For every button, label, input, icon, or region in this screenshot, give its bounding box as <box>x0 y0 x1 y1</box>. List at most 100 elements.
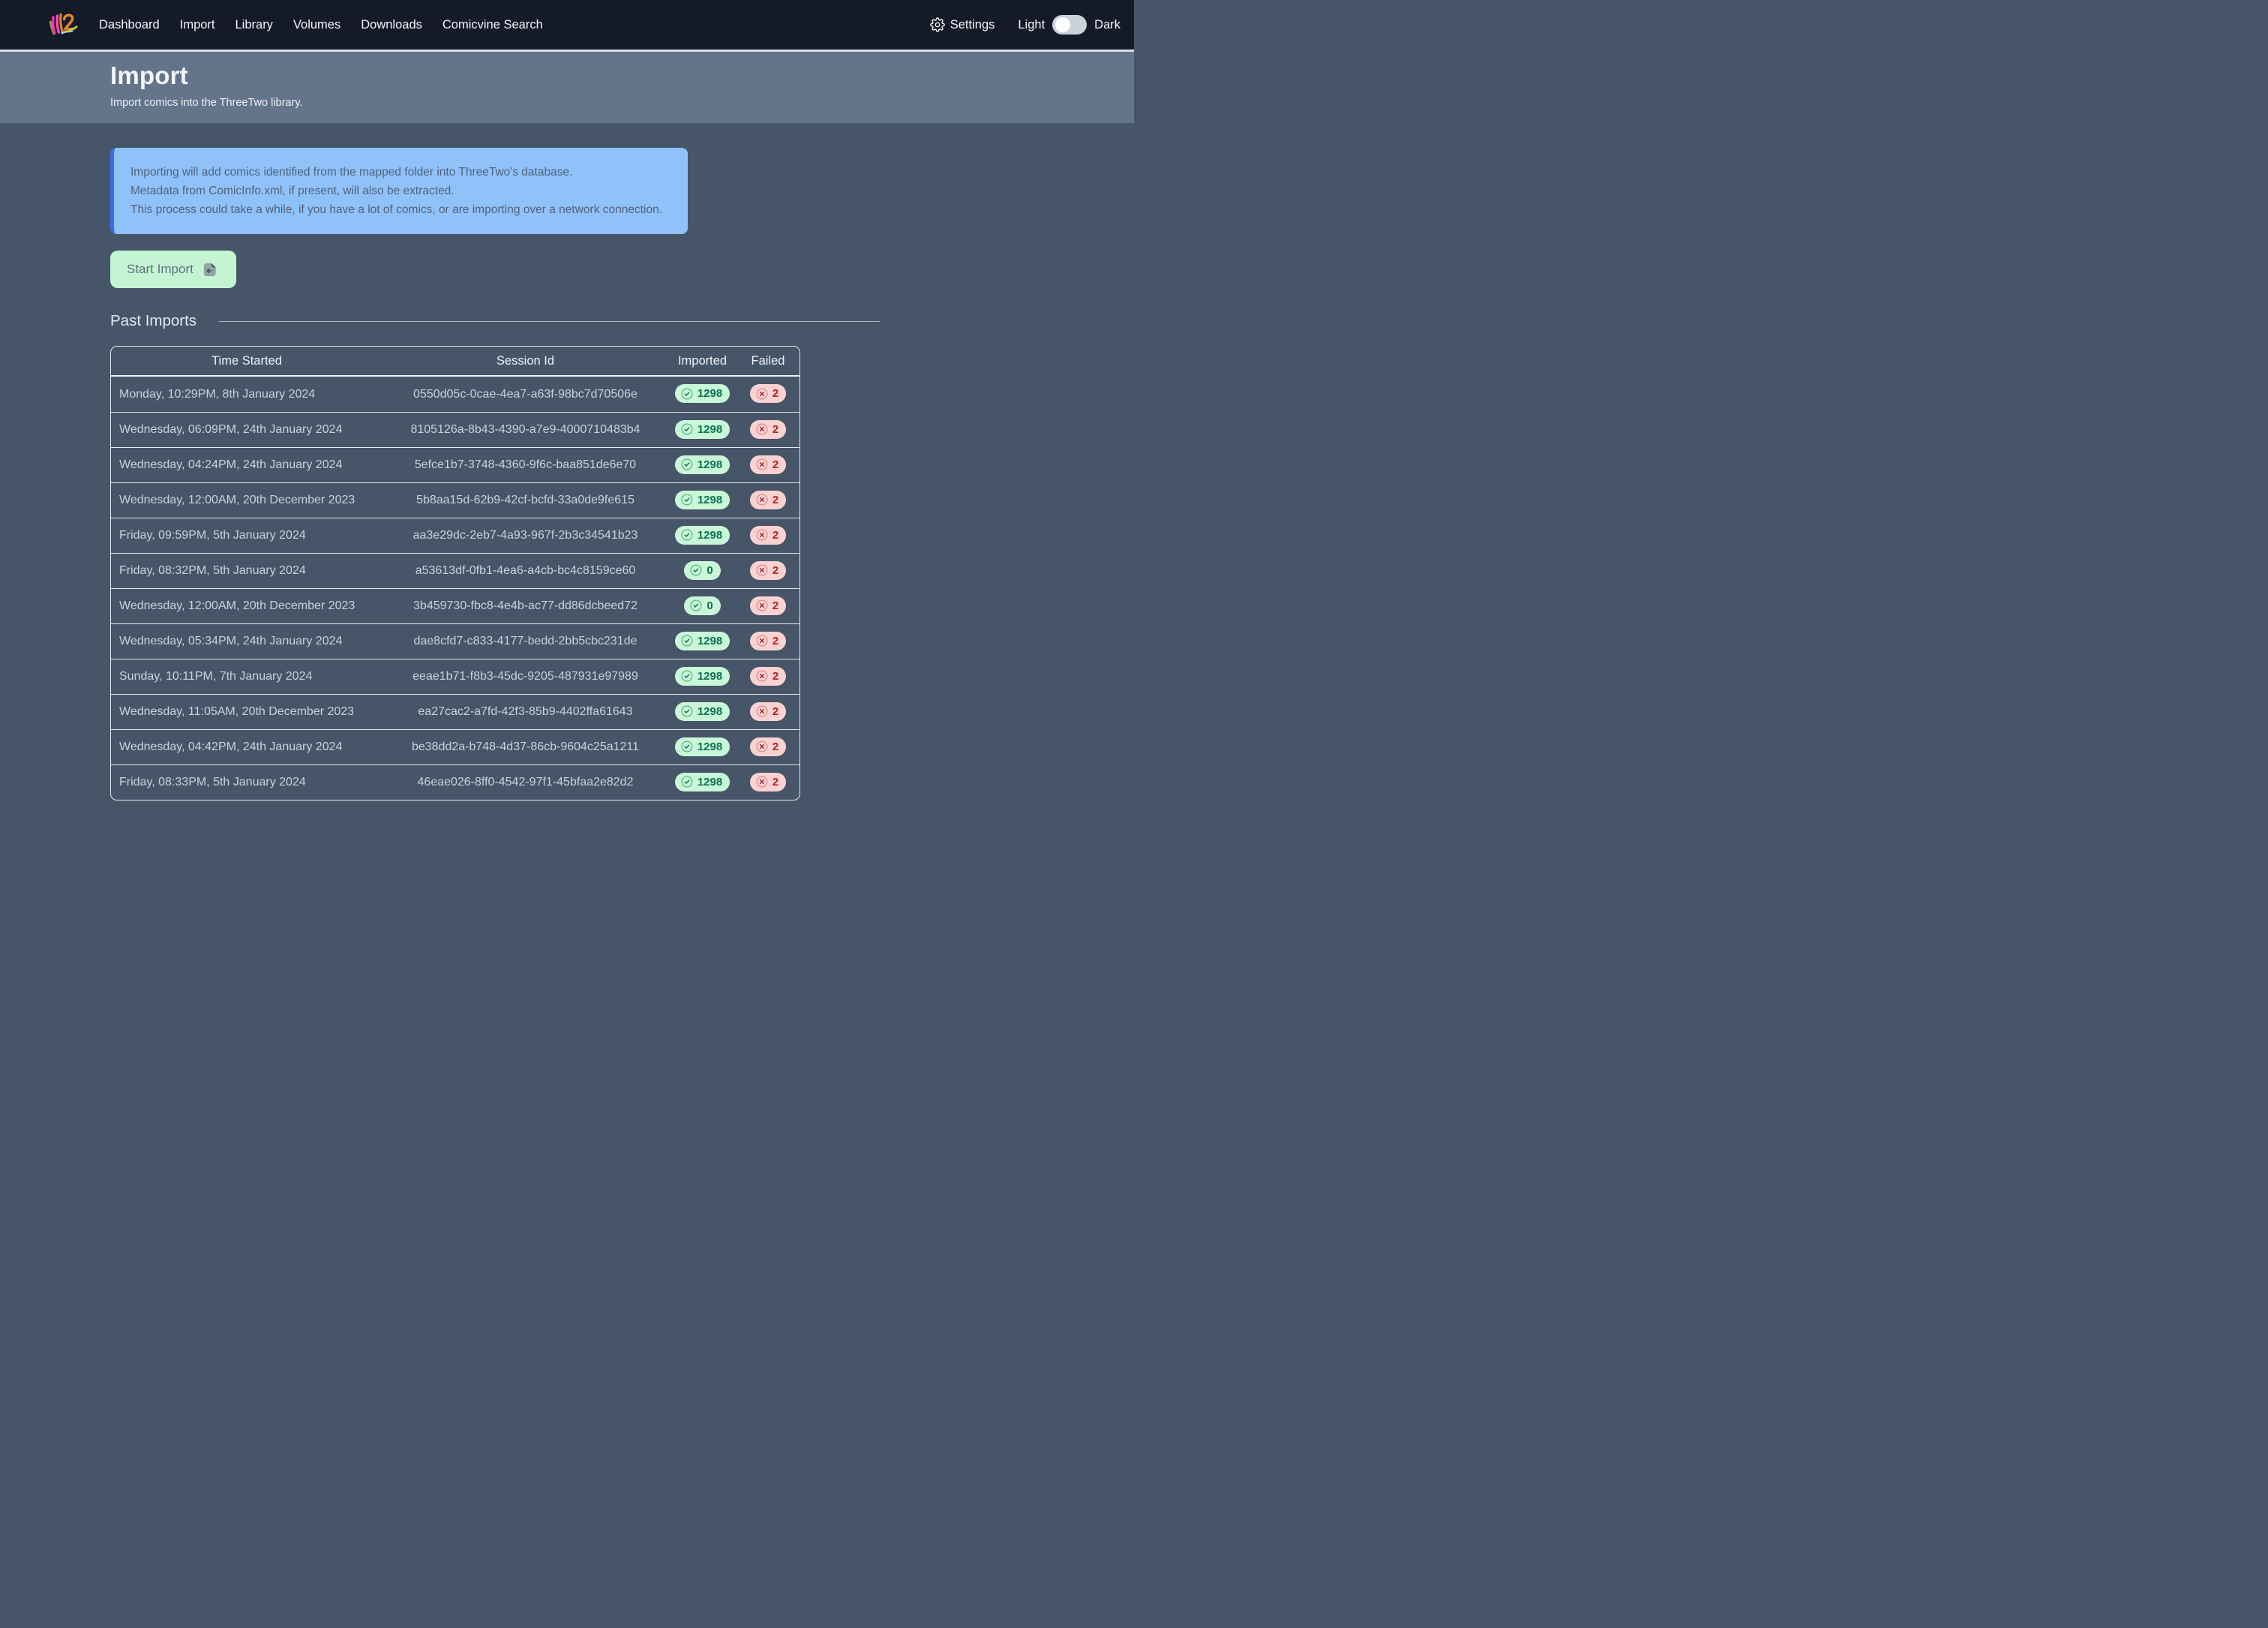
x-circle-icon <box>756 670 768 682</box>
failed-badge: 2 <box>749 666 787 686</box>
x-circle-icon <box>756 458 768 470</box>
past-imports-title: Past Imports <box>110 312 197 329</box>
failed-badge: 2 <box>749 560 787 580</box>
imported-badge: 1298 <box>674 772 730 791</box>
imported-cell: 1298 <box>668 518 736 553</box>
x-circle-icon <box>756 423 768 435</box>
failed-cell: 2 <box>736 623 800 659</box>
col-header-session-id: Session Id <box>382 347 668 377</box>
failed-badge: 2 <box>749 772 787 791</box>
x-circle-icon <box>756 494 768 506</box>
imported-cell: 1298 <box>668 377 736 412</box>
session-id-cell: a53613df-0fb1-4ea6-a4cb-bc4c8159ce60 <box>382 553 668 588</box>
main-content: Importing will add comics identified fro… <box>0 123 1134 800</box>
check-circle-icon <box>681 705 693 717</box>
nav-item-import[interactable]: Import <box>179 17 215 32</box>
imported-cell: 1298 <box>668 729 736 764</box>
failed-cell: 2 <box>736 412 800 447</box>
settings-link[interactable]: Settings <box>929 17 995 32</box>
imported-badge: 1298 <box>674 455 730 474</box>
threetwo-logo[interactable] <box>45 8 78 42</box>
past-imports-table: Time Started Session Id Imported Failed … <box>110 346 800 800</box>
failed-badge: 2 <box>749 490 787 509</box>
session-id-cell: 5b8aa15d-62b9-42cf-bcfd-33a0de9fe615 <box>382 482 668 518</box>
imported-cell: 1298 <box>668 694 736 729</box>
file-import-icon <box>203 263 216 276</box>
failed-cell: 2 <box>736 518 800 553</box>
x-circle-icon <box>756 599 768 611</box>
toggle-knob <box>1055 17 1071 32</box>
col-header-imported: Imported <box>668 347 736 377</box>
time-started-cell: Sunday, 10:11PM, 7th January 2024 <box>111 659 382 694</box>
x-circle-icon <box>756 564 768 576</box>
imported-cell: 1298 <box>668 482 736 518</box>
session-id-cell: 5efce1b7-3748-4360-9f6c-baa851de6e70 <box>382 447 668 482</box>
theme-dark-label: Dark <box>1094 17 1120 32</box>
x-circle-icon <box>756 388 768 400</box>
failed-badge: 2 <box>749 419 787 439</box>
x-circle-icon <box>756 705 768 717</box>
imported-badge: 1298 <box>674 490 730 509</box>
section-divider <box>219 320 880 322</box>
x-circle-icon <box>756 635 768 647</box>
imported-cell: 1298 <box>668 659 736 694</box>
nav-item-downloads[interactable]: Downloads <box>361 17 422 32</box>
check-circle-icon <box>690 564 702 576</box>
imported-badge: 0 <box>684 596 721 615</box>
failed-cell: 2 <box>736 482 800 518</box>
past-imports-header: Past Imports <box>110 312 880 330</box>
theme-light-label: Light <box>1018 17 1046 32</box>
start-import-button[interactable]: Start Import <box>110 251 236 288</box>
import-info-callout: Importing will add comics identified fro… <box>110 148 688 234</box>
theme-toggle[interactable] <box>1052 15 1088 35</box>
imported-cell: 1298 <box>668 447 736 482</box>
failed-cell: 2 <box>736 694 800 729</box>
check-circle-icon <box>681 776 693 788</box>
table-row: Wednesday, 12:00AM, 20th December 2023 3… <box>111 588 800 623</box>
time-started-cell: Wednesday, 04:42PM, 24th January 2024 <box>111 729 382 764</box>
callout-line: Metadata from ComicInfo.xml, if present,… <box>130 185 454 197</box>
check-circle-icon <box>681 635 693 647</box>
nav-item-volumes[interactable]: Volumes <box>292 17 341 32</box>
imported-cell: 1298 <box>668 412 736 447</box>
session-id-cell: 3b459730-fbc8-4e4b-ac77-dd86dcbeed72 <box>382 588 668 623</box>
failed-badge: 2 <box>749 525 787 545</box>
imported-cell: 1298 <box>668 623 736 659</box>
table-row: Wednesday, 06:09PM, 24th January 2024 81… <box>111 412 800 447</box>
page-subtitle: Import comics into the ThreeTwo library. <box>110 97 303 109</box>
session-id-cell: 0550d05c-0cae-4ea7-a63f-98bc7d70506e <box>413 387 638 401</box>
imported-badge: 1298 <box>674 419 730 439</box>
time-started-cell: Wednesday, 06:09PM, 24th January 2024 <box>111 412 382 447</box>
failed-badge: 2 <box>749 737 787 756</box>
session-id-cell: aa3e29dc-2eb7-4a93-967f-2b3c34541b23 <box>382 518 668 553</box>
imported-badge: 1298 <box>674 666 730 686</box>
failed-cell: 2 <box>736 447 800 482</box>
session-id-cell: dae8cfd7-c833-4177-bedd-2bb5cbc231de <box>382 623 668 659</box>
session-id-cell: ea27cac2-a7fd-42f3-85b9-4402ffa61643 <box>382 694 668 729</box>
table-row: Friday, 08:32PM, 5th January 2024 a53613… <box>111 553 800 588</box>
nav-item-library[interactable]: Library <box>235 17 273 32</box>
imported-cell: 0 <box>668 553 736 588</box>
table-row: Wednesday, 12:00AM, 20th December 2023 5… <box>111 482 800 518</box>
failed-badge: 2 <box>749 596 787 615</box>
check-circle-icon <box>681 529 693 541</box>
table-header-row: Time Started Session Id Imported Failed <box>111 347 800 377</box>
failed-cell: 2 <box>736 659 800 694</box>
failed-cell: 2 <box>736 588 800 623</box>
imported-badge: 0 <box>684 560 721 580</box>
table-row: Wednesday, 05:34PM, 24th January 2024 da… <box>111 623 800 659</box>
check-circle-icon <box>681 388 693 400</box>
nav-item-dashboard[interactable]: Dashboard <box>99 17 160 32</box>
time-started-cell: Friday, 08:33PM, 5th January 2024 <box>111 764 382 800</box>
imported-cell: 0 <box>668 588 736 623</box>
imported-badge: 1298 <box>674 384 730 404</box>
x-circle-icon <box>756 776 768 788</box>
time-started-cell: Wednesday, 05:34PM, 24th January 2024 <box>111 623 382 659</box>
gear-icon <box>929 17 945 32</box>
failed-badge: 2 <box>749 701 787 721</box>
session-id-cell: 46eae026-8ff0-4542-97f1-45bfaa2e82d2 <box>382 764 668 800</box>
time-started-cell: Wednesday, 12:00AM, 20th December 2023 <box>111 482 382 518</box>
imported-badge: 1298 <box>674 701 730 721</box>
nav-item-comicvine-search[interactable]: Comicvine Search <box>442 17 543 32</box>
settings-label: Settings <box>950 17 995 32</box>
